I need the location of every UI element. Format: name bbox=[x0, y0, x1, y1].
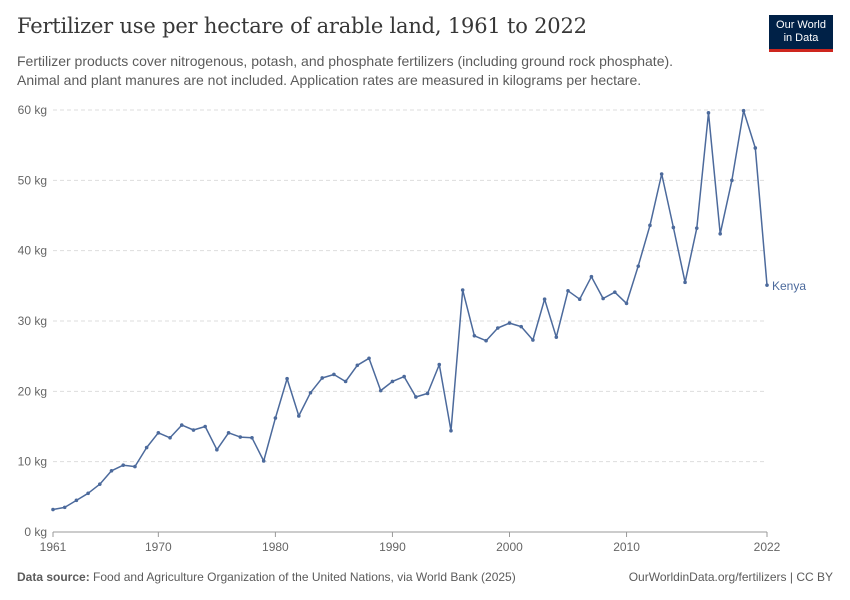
data-point[interactable] bbox=[297, 414, 301, 418]
y-tick-label: 0 kg bbox=[24, 525, 47, 539]
data-point[interactable] bbox=[390, 379, 395, 384]
series-line-kenya[interactable] bbox=[52, 109, 768, 511]
grid-layer bbox=[52, 109, 768, 537]
data-point[interactable] bbox=[74, 498, 79, 503]
data-point[interactable] bbox=[753, 146, 758, 150]
data-point[interactable] bbox=[507, 321, 512, 325]
data-point[interactable] bbox=[613, 290, 617, 294]
data-point[interactable] bbox=[437, 362, 442, 367]
data-source-text: Food and Agriculture Organization of the… bbox=[93, 570, 516, 584]
data-point[interactable] bbox=[659, 172, 664, 176]
data-point[interactable] bbox=[121, 463, 126, 467]
data-point[interactable] bbox=[168, 435, 172, 440]
data-point[interactable] bbox=[98, 482, 102, 486]
data-point[interactable] bbox=[378, 388, 383, 393]
chart-title: Fertilizer use per hectare of arable lan… bbox=[17, 14, 587, 38]
subtitle-line-1: Fertilizer products cover nitrogenous, p… bbox=[17, 53, 674, 69]
data-point[interactable] bbox=[343, 379, 348, 384]
data-point[interactable] bbox=[285, 376, 289, 381]
series-layer: Kenya bbox=[51, 108, 806, 512]
data-point[interactable] bbox=[671, 225, 676, 230]
tick-layer: 0 kg 10 kg 20 kg 30 kg 40 kg 50 kg 60 kg 1961 19… bbox=[18, 103, 781, 554]
data-point[interactable] bbox=[577, 297, 582, 301]
data-point[interactable] bbox=[425, 391, 430, 396]
series-label[interactable]: Kenya bbox=[772, 279, 806, 293]
data-point[interactable] bbox=[472, 333, 477, 338]
data-point[interactable] bbox=[531, 338, 535, 342]
data-point[interactable] bbox=[250, 435, 254, 440]
data-point[interactable] bbox=[765, 283, 769, 287]
data-point[interactable] bbox=[133, 464, 137, 469]
data-point[interactable] bbox=[367, 356, 371, 361]
data-point[interactable] bbox=[273, 416, 278, 420]
data-source: Data source: Food and Agriculture Organi… bbox=[17, 570, 516, 584]
y-tick-label: 20 kg bbox=[18, 384, 47, 398]
x-tick-label: 2010 bbox=[613, 540, 640, 554]
data-point[interactable] bbox=[203, 424, 207, 429]
data-point[interactable] bbox=[215, 447, 219, 452]
data-point[interactable] bbox=[355, 363, 360, 368]
logo-line-2: in Data bbox=[783, 32, 819, 44]
x-tick-label: 1970 bbox=[145, 540, 172, 554]
subtitle-line-2: Animal and plant manures are not include… bbox=[17, 72, 642, 88]
data-point[interactable] bbox=[179, 423, 184, 427]
data-point[interactable] bbox=[706, 111, 711, 115]
data-point[interactable] bbox=[156, 431, 161, 435]
chart-subtitle: Fertilizer products cover nitrogenous, p… bbox=[17, 52, 737, 90]
data-point[interactable] bbox=[484, 338, 488, 343]
x-tick-label: 2022 bbox=[754, 540, 781, 554]
y-tick-label: 30 kg bbox=[18, 314, 47, 328]
data-point[interactable] bbox=[191, 428, 196, 432]
data-point[interactable] bbox=[589, 274, 594, 279]
data-point[interactable] bbox=[554, 335, 559, 339]
data-point[interactable] bbox=[226, 431, 231, 435]
data-point[interactable] bbox=[694, 226, 699, 230]
data-point[interactable] bbox=[636, 264, 641, 268]
y-tick-label: 50 kg bbox=[18, 173, 47, 187]
footer-link[interactable]: OurWorldinData.org/fertilizers | CC BY bbox=[628, 570, 833, 584]
owid-logo[interactable]: Our World in Data bbox=[769, 15, 833, 52]
x-tick-label: 1980 bbox=[262, 540, 289, 554]
y-tick-label: 60 kg bbox=[18, 103, 47, 117]
x-tick-label: 1990 bbox=[379, 540, 406, 554]
data-point[interactable] bbox=[648, 223, 652, 228]
x-tick-label: 2000 bbox=[496, 540, 523, 554]
logo-line-1: Our World bbox=[776, 19, 826, 31]
data-point[interactable] bbox=[261, 459, 266, 463]
data-point[interactable] bbox=[62, 505, 67, 510]
data-point[interactable] bbox=[566, 288, 570, 293]
data-point[interactable] bbox=[624, 301, 629, 306]
data-point[interactable] bbox=[718, 231, 722, 236]
y-tick-label: 10 kg bbox=[18, 455, 47, 469]
data-point[interactable] bbox=[109, 469, 114, 473]
data-point[interactable] bbox=[238, 435, 243, 439]
y-tick-label: 40 kg bbox=[18, 244, 47, 258]
data-point[interactable] bbox=[86, 491, 90, 496]
x-tick-label: 1961 bbox=[40, 540, 67, 554]
data-point[interactable] bbox=[332, 372, 336, 377]
data-point[interactable] bbox=[51, 507, 55, 512]
data-point[interactable] bbox=[320, 376, 325, 380]
data-point[interactable] bbox=[449, 428, 453, 433]
data-point[interactable] bbox=[308, 390, 313, 395]
data-point[interactable] bbox=[495, 326, 500, 330]
data-point[interactable] bbox=[601, 296, 605, 301]
data-point[interactable] bbox=[741, 108, 746, 113]
data-point[interactable] bbox=[519, 324, 523, 329]
data-point[interactable] bbox=[683, 280, 687, 285]
data-source-label: Data source: bbox=[17, 570, 90, 584]
data-point[interactable] bbox=[402, 374, 406, 379]
data-point[interactable] bbox=[730, 178, 734, 183]
data-point[interactable] bbox=[414, 395, 418, 399]
data-point[interactable] bbox=[460, 288, 465, 292]
data-point[interactable] bbox=[144, 445, 149, 450]
data-point[interactable] bbox=[542, 297, 547, 301]
